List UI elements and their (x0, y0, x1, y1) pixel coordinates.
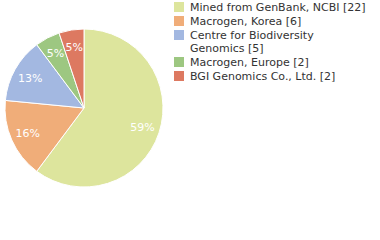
data-label: 13% (18, 72, 42, 85)
legend-label: Macrogen, Korea [6] (190, 15, 368, 28)
slice (5, 100, 84, 171)
data-label: 5% (65, 41, 82, 54)
data-label: 59% (130, 121, 154, 134)
data-labels: 59% 16% 13% 5%5% (15, 41, 154, 140)
legend-swatch (174, 16, 184, 26)
legend-swatch (174, 2, 184, 12)
data-label: 16% (15, 127, 39, 140)
legend-entry: BGI Genomics Co., Ltd. [2] (174, 70, 379, 83)
legend-entry: Macrogen, Korea [6] (174, 15, 379, 28)
data-label: 5% (47, 47, 64, 60)
legend-entry: Centre for Biodiversity Genomics [5] (174, 29, 379, 55)
legend-swatch (174, 30, 184, 40)
legend-entry: Mined from GenBank, NCBI [22] (174, 1, 379, 14)
legend-label: Macrogen, Europe [2] (190, 56, 368, 69)
legend-swatch (174, 57, 184, 67)
slice (59, 29, 84, 108)
slices (5, 29, 163, 187)
legend-entry: Macrogen, Europe [2] (174, 56, 379, 69)
legend-label: Centre for Biodiversity Genomics [5] (190, 29, 368, 55)
legend-label: Mined from GenBank, NCBI [22] (190, 1, 368, 14)
legend-swatch (174, 71, 184, 81)
legend: Mined from GenBank, NCBI [22]Macrogen, K… (174, 1, 379, 84)
legend-label: BGI Genomics Co., Ltd. [2] (190, 70, 368, 83)
